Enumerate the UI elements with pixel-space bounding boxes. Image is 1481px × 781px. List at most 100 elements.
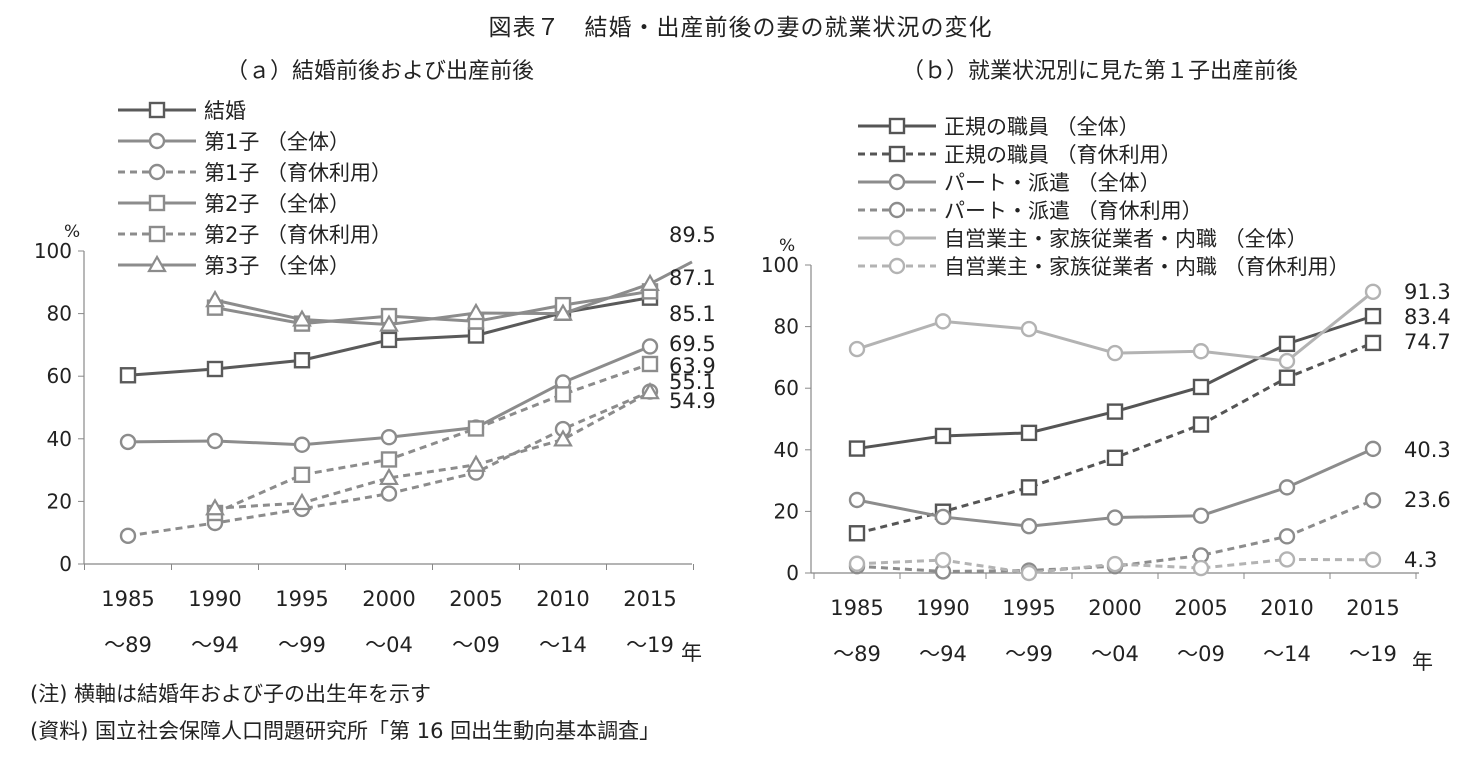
legend-label: 第2子 （育休利用） [204,223,392,247]
data-point [292,492,312,511]
series-5 [848,551,1382,582]
source-text: (資料) 国立社会保障人口問題研究所「第 16 回出生動向基本調査」 [30,719,661,743]
y-tick-label: 40 [774,438,799,462]
data-point [553,303,573,321]
legend-marker [888,229,906,247]
x-tick-label: ～04 [1091,642,1139,666]
x-tick-label: ～99 [278,633,326,657]
x-tick-label: ～09 [1177,642,1225,666]
data-point [467,420,485,437]
x-tick-label: ～19 [1349,642,1397,666]
x-tick-label: 2000 [362,587,415,611]
data-point [1278,479,1296,496]
x-tick-label: 2015 [1346,596,1399,620]
x-axis-unit: 年 [1412,650,1433,674]
data-point [1278,352,1296,370]
legend-label: 正規の職員 （全体） [944,115,1140,139]
data-point [379,467,399,486]
data-label: 91.3 [1404,280,1451,304]
x-tick-label: 2015 [623,587,676,611]
x-tick-label: ～04 [365,633,413,657]
legend-marker [888,145,906,163]
y-tick-label: 100 [761,253,799,277]
x-tick-label: 2010 [1260,596,1313,620]
data-point [293,466,311,483]
data-label: 85.1 [669,302,716,326]
data-point [640,273,660,291]
data-point [1192,507,1210,524]
x-tick-label: ～09 [452,633,500,657]
legend-marker [888,201,906,219]
x-tick-label: ～89 [833,642,881,666]
y-tick-label: 0 [59,552,72,576]
data-point [934,508,952,526]
series-1 [119,338,659,453]
y-tick-label: 20 [47,489,72,513]
legend-marker [888,257,906,275]
series-5 [205,260,693,332]
data-point [1020,517,1038,535]
data-point [380,429,398,446]
x-tick-label: 2010 [536,587,589,611]
y-tick-label: 100 [34,239,72,263]
y-tick-label: 0 [786,561,799,585]
data-point [934,313,952,330]
note-text: (注) 横軸は結婚年および子の出生年を示す [30,682,432,706]
data-point [1106,509,1124,526]
data-point [380,451,398,468]
x-tick-label: ～14 [539,633,587,657]
data-point [1020,320,1038,338]
data-point [466,454,486,472]
data-point [293,352,311,369]
data-point [1364,334,1382,352]
series-line [214,390,651,510]
y-tick-label: 40 [47,427,72,451]
legend-item: 第1子 （育休利用） [118,161,392,185]
data-label: 54.9 [669,389,716,413]
data-point [1364,551,1382,568]
data-point [206,432,224,450]
data-point [1278,369,1296,386]
legend-item: 第2子 （育休利用） [118,223,392,247]
data-point [1278,528,1296,545]
legend-marker [888,173,906,191]
chart-a: （ａ）結婚前後および出産前後 0 20 40 60 80 100% 1985 ～89 1990 ～9… [34,59,716,665]
data-label: 63.9 [669,354,716,378]
data-label: 40.3 [1404,438,1451,462]
legend-marker [148,163,166,181]
data-point [1020,424,1038,442]
x-tick-label: ～94 [919,642,967,666]
series-4 [206,355,659,522]
data-point [934,427,952,445]
data-point [119,527,137,545]
data-point [641,355,659,373]
data-point [1106,344,1124,362]
series-6 [205,381,660,516]
legend-label: 自営業主・家族従業者・内職 （全体） [944,227,1308,251]
data-point [1364,283,1382,300]
x-tick-label: 1990 [188,587,241,611]
x-tick-label: 1995 [1002,596,1055,620]
legend-marker [148,101,166,119]
data-point [292,309,312,327]
legend-marker [148,194,166,212]
data-label: 83.4 [1404,305,1451,329]
data-point [554,386,572,403]
data-point [1106,449,1124,467]
x-tick-label: 2000 [1088,596,1141,620]
legend-item: 結婚 [118,99,246,123]
legend-label: 自営業主・家族従業者・内職 （育休利用） [944,255,1350,279]
legend-item: 自営業主・家族従業者・内職 （全体） [858,227,1308,251]
x-tick-label: ～14 [1263,642,1311,666]
data-point [1106,555,1124,573]
data-point [640,381,660,400]
legend-item: 第1子 （全体） [118,130,350,154]
data-point [1020,564,1038,582]
data-point [553,429,573,447]
series-line [856,314,1374,451]
x-tick-label: ～89 [104,633,152,657]
chart-b: （ｂ）就業状況別に見た第１子出産前後 0 20 40 60 80 100% 1985 ～89 19… [761,59,1451,674]
data-label: 69.5 [669,332,716,356]
legend-item: パート・派遣 （全体） [858,171,1161,195]
data-point [1278,551,1296,568]
